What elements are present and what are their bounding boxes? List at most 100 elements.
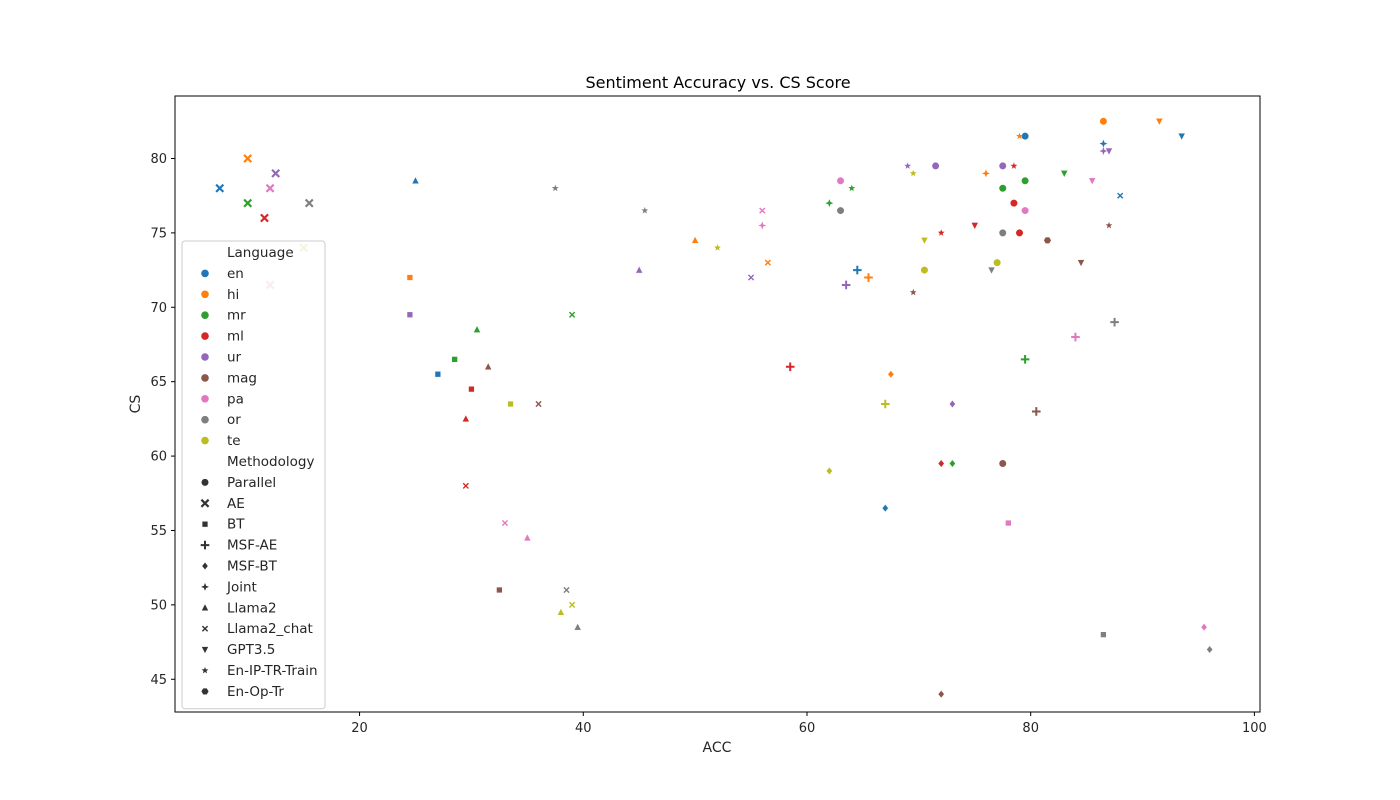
- plot-area-frame: [174, 95, 1261, 713]
- data-point: [825, 466, 833, 476]
- data-point: [909, 169, 917, 177]
- data-point: [1043, 236, 1052, 244]
- data-point: [785, 362, 795, 372]
- data-point: [881, 503, 889, 513]
- data-point: [1077, 259, 1086, 268]
- data-point: [920, 237, 929, 245]
- data-point: [758, 221, 767, 230]
- data-point: [1200, 622, 1208, 632]
- data-point: [462, 482, 469, 489]
- data-point: [1010, 162, 1018, 169]
- legend-item-llama2: Llama2: [227, 600, 277, 616]
- data-point: [998, 161, 1007, 171]
- legend-title-methodology: Methodology: [227, 454, 314, 470]
- data-point: [215, 183, 225, 193]
- legend-swatch: [201, 353, 209, 361]
- x-tick-label: 80: [1022, 721, 1039, 736]
- data-point: [998, 184, 1007, 193]
- data-point: [1117, 192, 1124, 199]
- legend-item-bt: BT: [227, 517, 245, 533]
- legend-title-language: Language: [227, 245, 294, 261]
- data-point: [825, 199, 834, 208]
- data-point: [1099, 117, 1108, 126]
- x-tick-label: 60: [799, 721, 816, 736]
- legend-swatch: [201, 290, 209, 299]
- data-point: [556, 607, 565, 616]
- points-layer: [215, 117, 1214, 699]
- legend: Language en hi mr ml ur mag pa or te Methodology Pa…: [181, 240, 326, 710]
- data-point: [904, 162, 912, 169]
- data-point: [747, 274, 755, 281]
- data-point: [535, 400, 542, 408]
- data-point: [1105, 221, 1113, 229]
- data-point: [759, 207, 766, 214]
- data-point: [1021, 206, 1030, 215]
- y-tick-label: 65: [150, 375, 167, 390]
- y-tick-label: 75: [150, 226, 167, 241]
- legend-swatch: [201, 415, 209, 424]
- data-point: [1155, 118, 1164, 126]
- legend-item-parallel: Parallel: [227, 475, 276, 491]
- data-point: [1088, 177, 1097, 186]
- data-point: [981, 169, 990, 178]
- data-point: [1031, 407, 1041, 416]
- data-point: [1020, 355, 1030, 364]
- data-point: [993, 258, 1002, 267]
- data-point: [243, 154, 253, 163]
- legend-swatch: [201, 436, 209, 445]
- data-point: [880, 399, 890, 409]
- data-point: [411, 176, 420, 185]
- data-point: [998, 459, 1007, 468]
- legend-item-msf-ae: MSF-AE: [227, 538, 277, 554]
- data-point: [641, 206, 649, 214]
- legend-item-pa: pa: [227, 391, 244, 407]
- data-point: [1009, 199, 1019, 208]
- data-point: [1177, 132, 1186, 141]
- data-point: [691, 235, 700, 244]
- data-point: [836, 176, 845, 185]
- legend-marker: [200, 498, 210, 508]
- legend-item-ur: ur: [227, 350, 242, 366]
- data-point: [501, 519, 509, 527]
- legend-item-ae: AE: [227, 496, 245, 512]
- data-point: [451, 356, 458, 363]
- data-point: [484, 362, 493, 371]
- data-point: [1110, 317, 1119, 327]
- x-axis-label: ACC: [703, 740, 732, 756]
- y-tick-label: 70: [150, 301, 167, 316]
- data-point: [848, 184, 856, 192]
- data-point: [1099, 147, 1108, 156]
- data-point: [1071, 332, 1080, 342]
- legend-marker: [200, 687, 210, 695]
- legend-swatch: [201, 311, 209, 320]
- legend-marker: [201, 521, 209, 528]
- data-point: [764, 259, 771, 266]
- data-point: [563, 586, 570, 594]
- data-point: [970, 222, 979, 230]
- legend-item-gpt3.5: GPT3.5: [227, 642, 275, 658]
- data-point: [523, 533, 532, 542]
- legend-item-en: en: [227, 266, 244, 282]
- data-point: [1099, 139, 1108, 148]
- data-point: [568, 311, 576, 318]
- data-point: [568, 601, 576, 608]
- legend-item-en-op-tr: En-Op-Tr: [227, 684, 284, 700]
- legend-item-mag: mag: [227, 370, 257, 386]
- data-point: [714, 244, 721, 251]
- legend-marker: [200, 540, 210, 550]
- data-point: [931, 161, 940, 171]
- data-point: [836, 206, 845, 215]
- data-point: [937, 459, 945, 468]
- data-point: [1016, 132, 1023, 140]
- data-point: [1060, 170, 1069, 178]
- data-point: [948, 459, 956, 468]
- legend-item-hi: hi: [227, 287, 239, 303]
- data-point: [434, 371, 442, 378]
- legend-item-joint: Joint: [226, 579, 257, 595]
- data-point: [887, 370, 895, 379]
- y-tick-label: 80: [150, 152, 167, 167]
- legend-item-or: or: [227, 412, 241, 428]
- data-point: [635, 265, 644, 274]
- legend-item-llama2_chat: Llama2_chat: [227, 621, 313, 637]
- legend-marker: [200, 478, 210, 487]
